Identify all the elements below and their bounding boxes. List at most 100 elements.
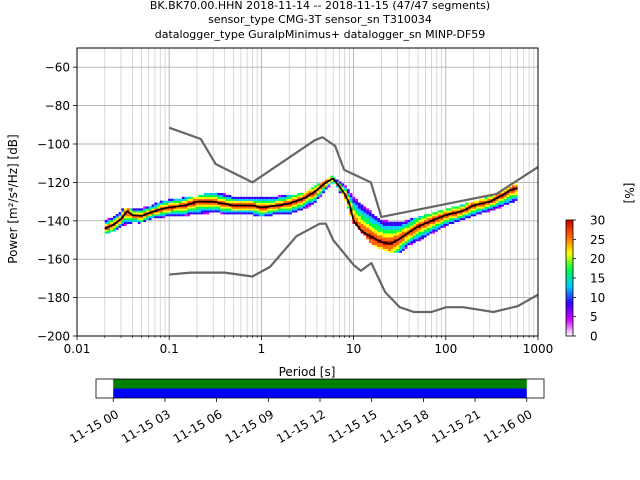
ppd-cell	[410, 240, 413, 244]
ppd-cell	[126, 221, 130, 224]
ppd-cell	[418, 239, 422, 242]
ppd-cell	[434, 227, 438, 230]
ppd-cell	[195, 196, 199, 200]
ppd-cell	[390, 225, 394, 228]
ppd-cell	[289, 194, 292, 198]
ppd-cell	[473, 208, 477, 211]
ppd-cell	[311, 198, 314, 201]
ppd-cell	[514, 192, 518, 196]
ppd-cell	[126, 208, 130, 211]
ppd-cell	[390, 227, 394, 230]
ppd-cell	[368, 216, 372, 219]
time-tick-label: 11-15 06	[171, 407, 225, 446]
ppd-cell	[338, 191, 342, 194]
ppd-cell	[512, 200, 515, 203]
ppd-cell	[401, 221, 405, 224]
ppd-cell	[338, 189, 342, 192]
ppd-cell	[393, 250, 397, 253]
ppd-cell	[401, 231, 405, 234]
ppd-cell	[206, 192, 210, 196]
ppd-cell	[280, 198, 284, 201]
ppd-cell	[250, 210, 254, 213]
ppd-cell	[377, 244, 380, 248]
ppd-cell	[379, 237, 383, 240]
ppd-cell	[355, 208, 358, 211]
ppd-cell	[104, 231, 108, 234]
ppd-cell	[498, 200, 502, 203]
ppd-cell	[143, 210, 147, 213]
ppd-cell	[124, 217, 127, 221]
nhnm-line	[168, 126, 539, 219]
ppd-cell	[217, 200, 221, 203]
ppd-cell	[418, 233, 422, 236]
ppd-cell	[421, 233, 424, 236]
ppd-cell	[437, 214, 441, 217]
ppd-cell	[245, 210, 248, 213]
ppd-cell	[283, 204, 287, 207]
ppd-cell	[206, 212, 210, 215]
ppd-cell	[190, 208, 193, 211]
ppd-cell	[481, 204, 485, 207]
ppd-cell	[195, 210, 199, 213]
ppd-cell	[179, 210, 182, 213]
ppd-cell	[242, 196, 246, 200]
ppd-cell	[220, 212, 224, 215]
ppd-cell	[366, 219, 369, 223]
ppd-cell	[404, 229, 408, 232]
ppd-cell	[302, 192, 306, 196]
ppd-cell	[349, 198, 353, 201]
ppd-cell	[377, 229, 380, 232]
ppd-cell	[451, 221, 455, 224]
ppd-cell	[498, 206, 502, 209]
ppd-cell	[286, 206, 290, 209]
ppd-cell	[512, 198, 515, 201]
ppd-cell	[371, 216, 375, 219]
ppd-cell	[415, 223, 419, 226]
ppd-cell	[267, 196, 270, 200]
ppd-cell	[487, 198, 491, 201]
y-tick-label: −100	[37, 138, 70, 152]
ppd-cell	[269, 214, 273, 217]
y-tick-label: −60	[45, 61, 70, 75]
ppd-cell	[509, 192, 513, 196]
ppd-cell	[330, 175, 334, 178]
ppd-cell	[140, 212, 144, 215]
ppd-cell	[253, 214, 257, 217]
ppd-cell	[437, 217, 441, 221]
ppd-cell	[300, 196, 303, 200]
ppd-cell	[209, 192, 213, 196]
ppd-cell	[492, 196, 496, 200]
ppd-cell	[341, 183, 345, 186]
ppd-cell	[264, 196, 268, 200]
ppd-cell	[462, 210, 466, 213]
ppd-cell	[360, 214, 364, 217]
ppd-cell	[280, 204, 284, 207]
ppd-cell	[451, 216, 455, 219]
ppd-cell	[418, 227, 422, 230]
ppd-cell	[512, 189, 515, 192]
ppd-cell	[377, 242, 380, 246]
ppd-cell	[256, 196, 259, 200]
ppd-cell	[368, 240, 372, 244]
ppd-cell	[264, 210, 268, 213]
ppd-cell	[448, 221, 452, 224]
time-tick-label: 11-15 12	[274, 407, 328, 446]
ppd-cell	[170, 198, 174, 201]
ppd-cell	[146, 216, 149, 219]
ppd-cell	[396, 242, 400, 246]
ppd-cell	[418, 221, 422, 224]
ppd-cell	[465, 204, 469, 207]
ppd-cell	[214, 196, 218, 200]
ppd-cell	[465, 206, 469, 209]
ppd-cell	[429, 227, 433, 230]
ppd-cell	[385, 239, 389, 242]
ppd-cell	[115, 225, 119, 228]
ppd-cell	[289, 200, 292, 203]
ppd-cell	[187, 198, 191, 201]
ppd-cell	[457, 214, 460, 217]
ppd-cell	[107, 223, 111, 226]
ppd-cell	[154, 216, 158, 219]
ppd-cell	[242, 208, 246, 211]
ppd-cell	[377, 217, 380, 221]
ppd-cell	[374, 221, 378, 224]
